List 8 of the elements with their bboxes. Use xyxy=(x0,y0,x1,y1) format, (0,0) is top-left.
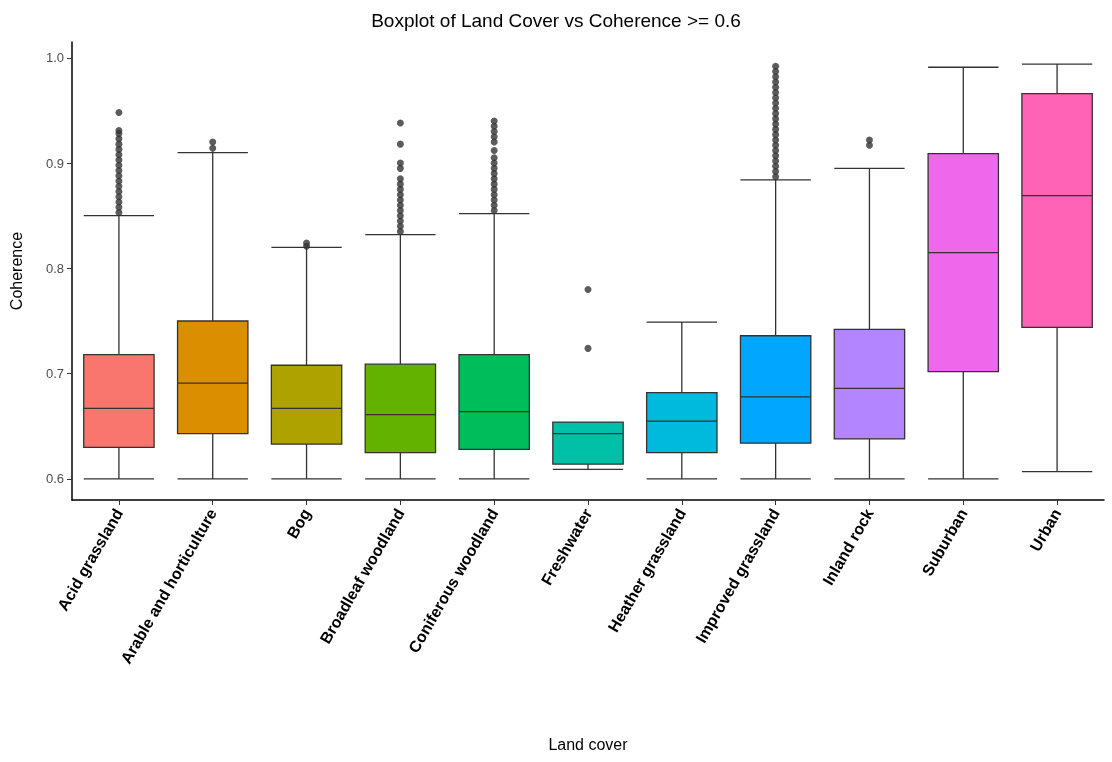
y-tick-label: 0.9 xyxy=(45,155,64,171)
y-tick-label: 1.0 xyxy=(45,50,64,66)
y-axis-title: Coherence xyxy=(7,231,25,311)
y-tick-label: 0.8 xyxy=(45,260,64,276)
chart-title: Boxplot of Land Cover vs Coherence >= 0.6 xyxy=(371,10,741,31)
y-tick-label: 0.6 xyxy=(45,471,64,487)
y-tick-label: 0.7 xyxy=(45,366,64,382)
x-axis-title: Land cover xyxy=(548,735,629,753)
